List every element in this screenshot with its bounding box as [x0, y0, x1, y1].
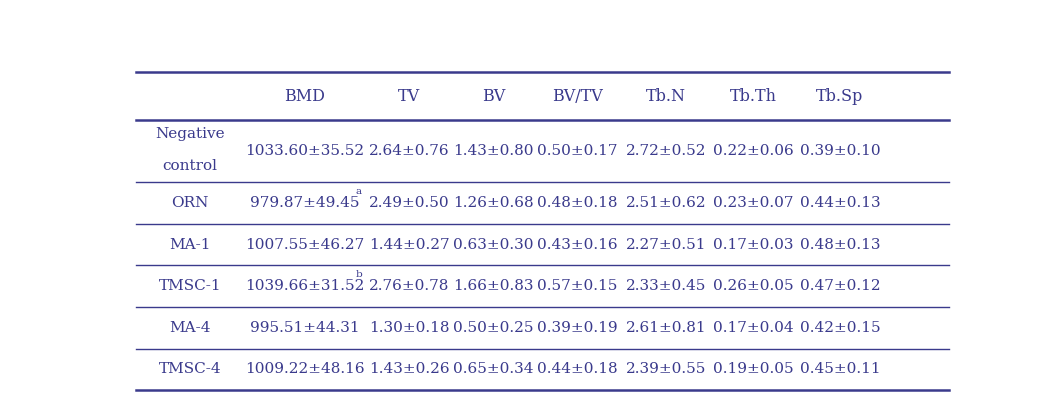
Text: 0.39±0.10: 0.39±0.10: [800, 144, 880, 158]
Text: Tb.N: Tb.N: [646, 88, 686, 105]
Text: 1.66±0.83: 1.66±0.83: [453, 279, 534, 293]
Text: 0.45±0.11: 0.45±0.11: [800, 362, 880, 376]
Text: 0.48±0.18: 0.48±0.18: [537, 196, 617, 210]
Text: BV/TV: BV/TV: [552, 88, 603, 105]
Text: 1.30±0.18: 1.30±0.18: [369, 321, 449, 335]
Text: 2.72±0.52: 2.72±0.52: [626, 144, 706, 158]
Text: BV: BV: [482, 88, 505, 105]
Text: 0.17±0.04: 0.17±0.04: [714, 321, 794, 335]
Text: 1007.55±46.27: 1007.55±46.27: [245, 238, 364, 252]
Text: 0.43±0.16: 0.43±0.16: [537, 238, 617, 252]
Text: 0.65±0.34: 0.65±0.34: [453, 362, 534, 376]
Text: control: control: [162, 159, 217, 173]
Text: b: b: [356, 270, 362, 279]
Text: BMD: BMD: [284, 88, 325, 105]
Text: TV: TV: [398, 88, 420, 105]
Text: 1039.66±31.52: 1039.66±31.52: [245, 279, 364, 293]
Text: Tb.Th: Tb.Th: [730, 88, 777, 105]
Text: 2.39±0.55: 2.39±0.55: [626, 362, 706, 376]
Text: 995.51±44.31: 995.51±44.31: [250, 321, 360, 335]
Text: 0.22±0.06: 0.22±0.06: [714, 144, 794, 158]
Text: TMSC-4: TMSC-4: [159, 362, 221, 376]
Text: 2.64±0.76: 2.64±0.76: [369, 144, 449, 158]
Text: 0.19±0.05: 0.19±0.05: [714, 362, 794, 376]
Text: 0.50±0.25: 0.50±0.25: [453, 321, 534, 335]
Text: Negative: Negative: [155, 127, 225, 141]
Text: Tb.Sp: Tb.Sp: [816, 88, 863, 105]
Text: 0.57±0.15: 0.57±0.15: [537, 279, 617, 293]
Text: 0.39±0.19: 0.39±0.19: [537, 321, 617, 335]
Text: 0.23±0.07: 0.23±0.07: [714, 196, 794, 210]
Text: 0.42±0.15: 0.42±0.15: [800, 321, 880, 335]
Text: MA-1: MA-1: [169, 238, 211, 252]
Text: a: a: [356, 187, 362, 196]
Text: 0.47±0.12: 0.47±0.12: [800, 279, 880, 293]
Text: TMSC-1: TMSC-1: [159, 279, 221, 293]
Text: ORN: ORN: [172, 196, 209, 210]
Text: 1009.22±48.16: 1009.22±48.16: [245, 362, 364, 376]
Text: 1.43±0.26: 1.43±0.26: [369, 362, 449, 376]
Text: 1.44±0.27: 1.44±0.27: [369, 238, 449, 252]
Text: 2.61±0.81: 2.61±0.81: [626, 321, 706, 335]
Text: 0.44±0.18: 0.44±0.18: [537, 362, 617, 376]
Text: 0.50±0.17: 0.50±0.17: [537, 144, 617, 158]
Text: MA-4: MA-4: [169, 321, 211, 335]
Text: 2.49±0.50: 2.49±0.50: [369, 196, 449, 210]
Text: 0.26±0.05: 0.26±0.05: [714, 279, 794, 293]
Text: 979.87±49.45: 979.87±49.45: [250, 196, 359, 210]
Text: 1.26±0.68: 1.26±0.68: [453, 196, 534, 210]
Text: 0.48±0.13: 0.48±0.13: [800, 238, 880, 252]
Text: 2.33±0.45: 2.33±0.45: [626, 279, 706, 293]
Text: 2.51±0.62: 2.51±0.62: [626, 196, 706, 210]
Text: 0.63±0.30: 0.63±0.30: [453, 238, 534, 252]
Text: 1.43±0.80: 1.43±0.80: [453, 144, 534, 158]
Text: 1033.60±35.52: 1033.60±35.52: [246, 144, 364, 158]
Text: 2.76±0.78: 2.76±0.78: [369, 279, 449, 293]
Text: 2.27±0.51: 2.27±0.51: [626, 238, 706, 252]
Text: 0.17±0.03: 0.17±0.03: [714, 238, 794, 252]
Text: 0.44±0.13: 0.44±0.13: [800, 196, 880, 210]
